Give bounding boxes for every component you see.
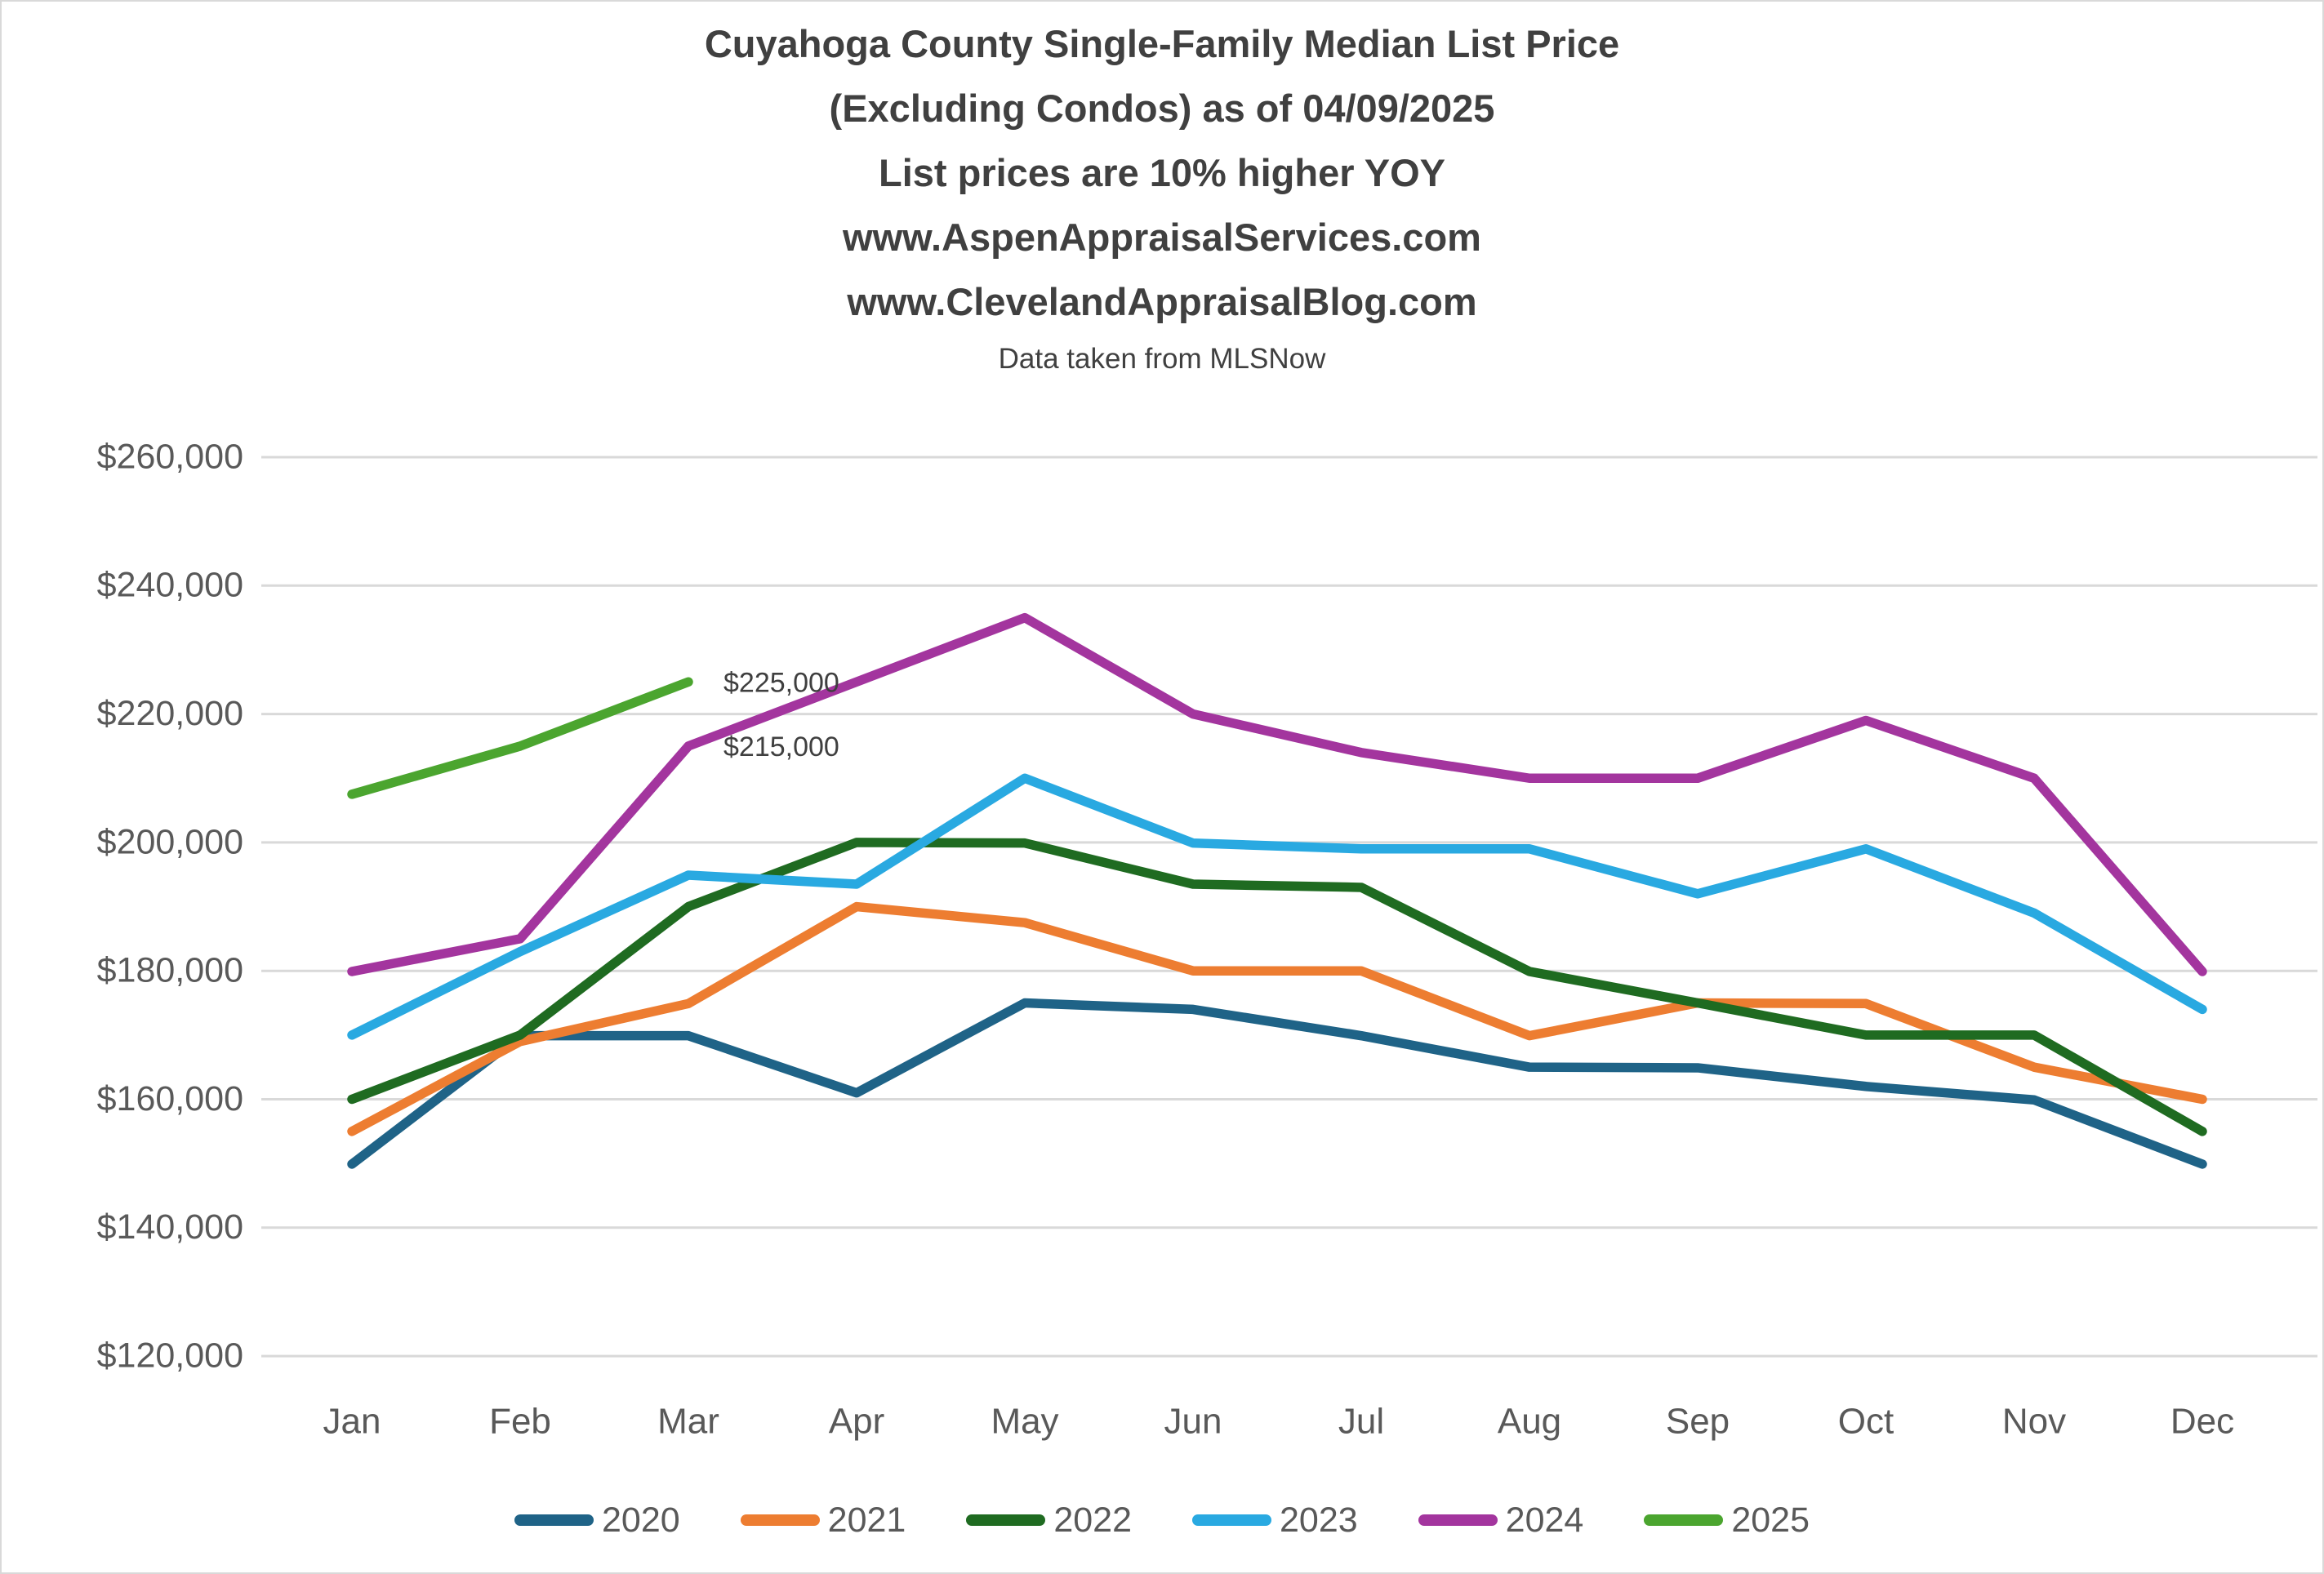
legend-label-2023: 2023 — [1280, 1501, 1358, 1540]
chart-title-line-1: Cuyahoga County Single-Family Median Lis… — [704, 22, 1620, 65]
x-axis-tick-label-may: May — [991, 1402, 1058, 1442]
legend-item-2025: 2025 — [1644, 1497, 1810, 1543]
legend-label-2024: 2024 — [1505, 1501, 1584, 1540]
legend-label-2020: 2020 — [601, 1501, 680, 1540]
series-line-2023 — [347, 773, 2207, 1040]
y-axis-tick-label: $260,000 — [97, 437, 243, 476]
y-axis-tick-label: $120,000 — [97, 1336, 243, 1375]
legend-item-2022: 2022 — [966, 1497, 1132, 1543]
chart-title-block: Cuyahoga County Single-Family Median Lis… — [2, 11, 2322, 385]
data-label-2025: $225,000 — [723, 667, 839, 698]
legend-label-2025: 2025 — [1731, 1501, 1810, 1540]
chart-title-line-4: www.AspenAppraisalServices.com — [843, 216, 1481, 259]
legend-swatch-2021 — [740, 1514, 820, 1526]
series-line-2024 — [347, 612, 2207, 976]
x-axis-tick-label-mar: Mar — [657, 1402, 719, 1442]
x-axis-tick-label-jun: Jun — [1164, 1402, 1222, 1442]
legend-item-2020: 2020 — [514, 1497, 680, 1543]
chart-title-line-3: List prices are 10% higher YOY — [879, 151, 1445, 194]
series-line-2020 — [347, 998, 2207, 1169]
x-axis-tick-label-jan: Jan — [323, 1402, 381, 1442]
y-axis-tick-label: $160,000 — [97, 1079, 243, 1118]
legend-item-2023: 2023 — [1192, 1497, 1358, 1543]
legend-swatch-2023 — [1192, 1514, 1271, 1526]
x-axis-tick-label-dec: Dec — [2170, 1402, 2234, 1442]
legend-item-2024: 2024 — [1418, 1497, 1584, 1543]
chart-title-line-5: www.ClevelandAppraisalBlog.com — [847, 280, 1477, 323]
chart-legend: 2020 2021 2022 2023 2024 2025 — [2, 1497, 2322, 1543]
legend-swatch-2025 — [1644, 1514, 1724, 1526]
data-label-2024: $215,000 — [723, 731, 839, 763]
x-axis-tick-label-jul: Jul — [1338, 1402, 1384, 1442]
series-line-2021 — [347, 901, 2207, 1136]
y-axis-tick-label: $220,000 — [97, 694, 243, 733]
legend-label-2022: 2022 — [1053, 1501, 1132, 1540]
chart-title-line-2: (Excluding Condos) as of 04/09/2025 — [829, 87, 1495, 130]
x-axis-tick-label-aug: Aug — [1498, 1402, 1561, 1442]
chart-subtitle: Data taken from MLSNow — [998, 343, 1326, 375]
y-axis-tick-label: $140,000 — [97, 1207, 243, 1247]
x-axis-tick-label-sep: Sep — [1666, 1402, 1730, 1442]
legend-swatch-2020 — [514, 1514, 594, 1526]
legend-swatch-2022 — [966, 1514, 1046, 1526]
x-axis-tick-label-feb: Feb — [489, 1402, 551, 1442]
x-axis-tick-label-oct: Oct — [1838, 1402, 1894, 1442]
legend-label-2021: 2021 — [827, 1501, 906, 1540]
series-line-2025 — [347, 677, 693, 799]
series-line-2022 — [347, 838, 2207, 1136]
y-axis-tick-label: $200,000 — [97, 822, 243, 861]
legend-swatch-2024 — [1418, 1514, 1498, 1526]
y-axis-tick-label: $180,000 — [97, 951, 243, 990]
x-axis-tick-label-nov: Nov — [2002, 1402, 2066, 1442]
y-axis-tick-label: $240,000 — [97, 566, 243, 605]
x-axis-tick-label-apr: Apr — [829, 1402, 884, 1442]
legend-item-2021: 2021 — [740, 1497, 906, 1543]
